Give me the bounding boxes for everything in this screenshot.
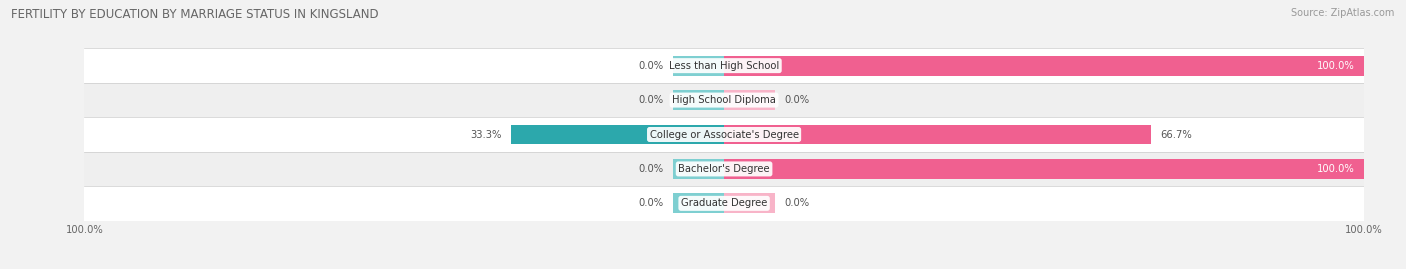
Bar	[724, 125, 1150, 144]
Text: College or Associate's Degree: College or Associate's Degree	[650, 129, 799, 140]
Text: FERTILITY BY EDUCATION BY MARRIAGE STATUS IN KINGSLAND: FERTILITY BY EDUCATION BY MARRIAGE STATU…	[11, 8, 378, 21]
Text: 100.0%: 100.0%	[1316, 164, 1354, 174]
Text: Bachelor's Degree: Bachelor's Degree	[678, 164, 770, 174]
Text: Source: ZipAtlas.com: Source: ZipAtlas.com	[1291, 8, 1395, 18]
Bar	[724, 56, 1364, 76]
Bar	[84, 48, 1364, 83]
Text: 0.0%: 0.0%	[638, 164, 664, 174]
Text: Less than High School: Less than High School	[669, 61, 779, 71]
Bar	[673, 159, 724, 179]
Text: 0.0%: 0.0%	[638, 61, 664, 71]
Text: 0.0%: 0.0%	[785, 95, 810, 105]
Bar	[673, 193, 724, 213]
Text: Graduate Degree: Graduate Degree	[681, 198, 768, 208]
Text: 0.0%: 0.0%	[638, 198, 664, 208]
Bar	[84, 152, 1364, 186]
Bar	[84, 117, 1364, 152]
Bar	[673, 56, 724, 76]
Text: 100.0%: 100.0%	[1316, 61, 1354, 71]
Text: 0.0%: 0.0%	[785, 198, 810, 208]
Text: 66.7%: 66.7%	[1160, 129, 1192, 140]
Text: 33.3%: 33.3%	[470, 129, 502, 140]
Text: High School Diploma: High School Diploma	[672, 95, 776, 105]
Bar	[724, 193, 775, 213]
Text: 0.0%: 0.0%	[638, 95, 664, 105]
Bar	[84, 186, 1364, 221]
Bar	[510, 125, 724, 144]
Bar	[673, 90, 724, 110]
Bar	[724, 90, 775, 110]
Bar	[84, 83, 1364, 117]
Bar	[724, 159, 1364, 179]
